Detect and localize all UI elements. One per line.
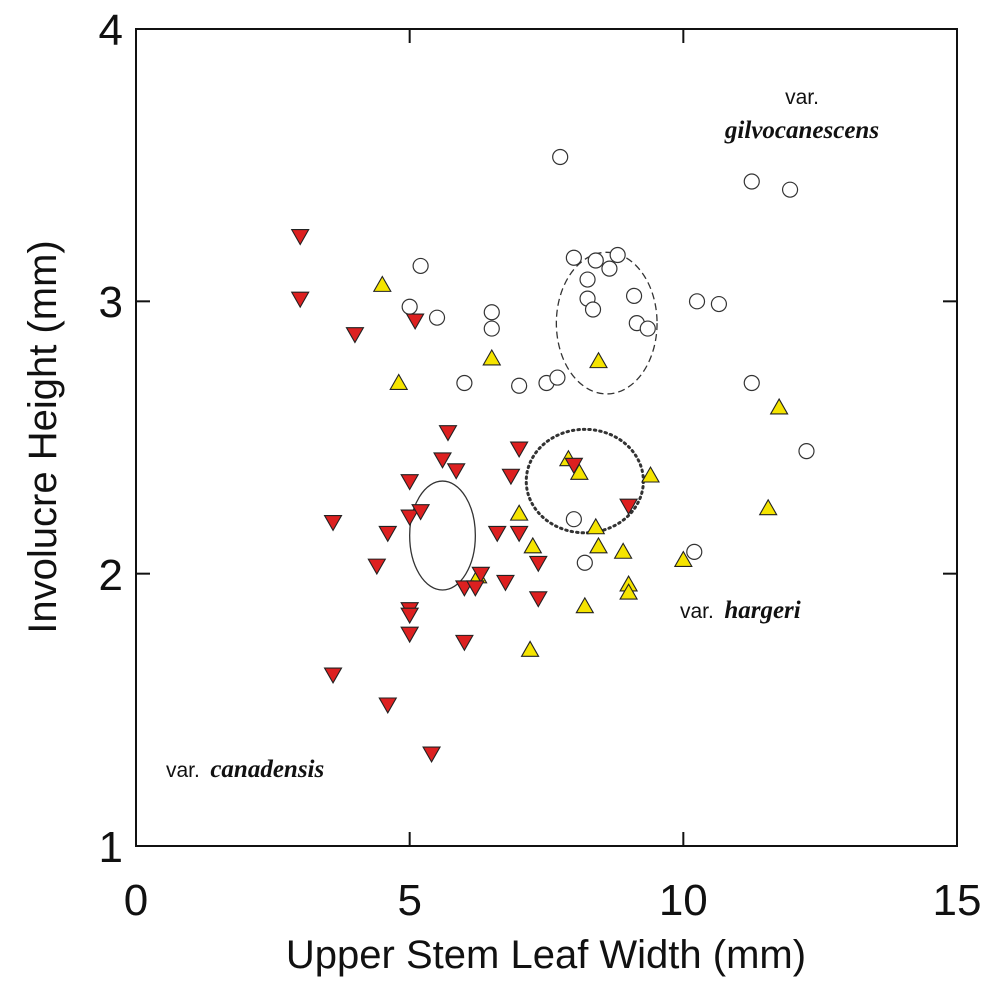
- ellipse-solid: [409, 480, 476, 591]
- plot-frame: [135, 28, 958, 847]
- point-circle: [576, 554, 593, 571]
- x-tick-label-10: 10: [659, 876, 708, 925]
- annotation-hargeri-name: hargeri: [724, 597, 800, 624]
- point-circle: [743, 374, 760, 392]
- point-circle: [456, 374, 473, 392]
- y-axis-title: Involucre Height (mm): [21, 240, 65, 633]
- point-circle: [549, 369, 566, 386]
- point-triangle-down: [400, 474, 420, 491]
- x-tick-label-0: 0: [124, 876, 148, 925]
- point-triangle-up: [613, 542, 633, 559]
- point-circle: [639, 320, 656, 337]
- point-triangle-down: [422, 746, 442, 764]
- point-circle: [584, 301, 602, 318]
- annotation-canadensis: var. canadensis: [166, 756, 324, 783]
- point-triangle-up: [520, 640, 540, 657]
- point-triangle-down: [509, 525, 529, 543]
- point-circle: [428, 309, 446, 326]
- point-circle: [798, 443, 815, 460]
- x-tick-label-15: 15: [933, 876, 982, 925]
- point-triangle-down: [400, 607, 420, 625]
- ellipse-dashed: [555, 251, 658, 395]
- point-triangle-up: [482, 348, 502, 366]
- point-circle: [587, 252, 604, 269]
- point-triangle-down: [465, 580, 485, 597]
- point-circle: [483, 304, 500, 321]
- point-triangle-down: [501, 468, 521, 486]
- annotation-hargeri: var. hargeri: [680, 597, 801, 624]
- point-circle: [401, 298, 418, 315]
- point-triangle-up: [758, 498, 778, 516]
- point-triangle-up: [586, 517, 606, 535]
- point-circle: [710, 295, 728, 313]
- point-triangle-up: [673, 550, 693, 567]
- annotation-gilvocanescens-name: gilvocanescens: [724, 117, 879, 144]
- point-circle: [743, 173, 760, 190]
- point-triangle-down: [290, 229, 310, 246]
- point-triangle-up: [589, 351, 608, 369]
- point-triangle-down: [378, 525, 398, 543]
- point-triangle-up: [523, 536, 543, 554]
- point-circle: [686, 543, 703, 560]
- ellipse-dotted: [524, 427, 645, 535]
- annotation-gilvocanescens-prefix: var.: [785, 86, 819, 109]
- point-triangle-down: [528, 591, 548, 608]
- point-triangle-down: [400, 626, 420, 644]
- point-triangle-down: [345, 327, 365, 344]
- ticks-layer: [135, 28, 958, 847]
- annotation-hargeri-prefix: var.: [680, 600, 714, 623]
- y-tick-label-2: 2: [99, 551, 123, 600]
- point-triangle-down: [564, 457, 584, 475]
- x-tick-label-5: 5: [397, 876, 421, 925]
- x-axis-title: Upper Stem Leaf Width (mm): [286, 933, 806, 977]
- point-triangle-down: [400, 509, 420, 527]
- annotation-canadensis-name: canadensis: [210, 756, 324, 783]
- point-circle: [565, 249, 582, 266]
- point-triangle-up: [589, 536, 608, 554]
- point-triangle-up: [509, 504, 529, 521]
- point-triangle-down: [454, 634, 474, 652]
- point-triangle-up: [372, 275, 392, 292]
- point-triangle-down: [446, 463, 466, 480]
- point-circle: [511, 377, 528, 394]
- point-circle: [688, 293, 706, 310]
- point-triangle-up: [389, 373, 409, 390]
- point-circle: [412, 257, 429, 275]
- point-triangle-down: [323, 514, 343, 532]
- point-circle: [552, 148, 569, 166]
- point-triangle-down: [433, 452, 452, 469]
- points-layer: [290, 148, 815, 764]
- point-triangle-down: [619, 498, 639, 516]
- point-triangle-up: [619, 583, 639, 600]
- point-triangle-down: [323, 667, 343, 685]
- point-circle: [483, 320, 500, 337]
- point-triangle-down: [378, 697, 398, 714]
- y-tick-label-1: 1: [99, 823, 123, 872]
- point-circle: [609, 246, 626, 264]
- y-tick-label-3: 3: [99, 278, 123, 327]
- y-tick-label-4: 4: [99, 6, 123, 55]
- point-triangle-up: [575, 596, 595, 614]
- point-triangle-up: [769, 397, 789, 415]
- point-triangle-down: [405, 313, 425, 331]
- point-triangle-down: [367, 558, 387, 576]
- point-triangle-down: [290, 291, 310, 309]
- point-triangle-down: [487, 525, 507, 543]
- point-triangle-down: [528, 555, 548, 573]
- annotation-canadensis-prefix: var.: [166, 759, 200, 782]
- point-triangle-down: [411, 504, 431, 521]
- point-triangle-down: [471, 566, 491, 584]
- point-triangle-down: [509, 441, 529, 459]
- point-circle: [601, 260, 618, 277]
- point-triangle-up: [641, 466, 660, 483]
- point-circle: [781, 181, 799, 198]
- point-circle: [579, 271, 596, 288]
- point-triangle-down: [496, 574, 515, 592]
- point-circle: [625, 287, 643, 304]
- point-triangle-down: [438, 425, 458, 442]
- point-circle: [565, 511, 582, 528]
